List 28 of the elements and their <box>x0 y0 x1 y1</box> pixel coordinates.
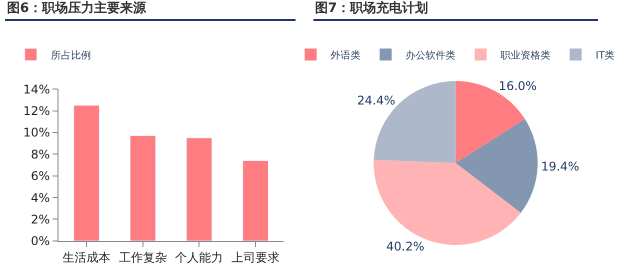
x-tick-label: 上司要求 <box>232 250 280 264</box>
legend-label: 办公软件类 <box>406 49 456 62</box>
x-tick-label: 工作复杂 <box>118 250 167 264</box>
y-tick-label: 8% <box>30 147 50 162</box>
data-label: 16.0% <box>498 78 537 93</box>
chart-title: 图7：职场充电计划 <box>315 0 428 16</box>
legend-label: IT类 <box>596 49 615 62</box>
data-label: 24.4% <box>357 93 396 108</box>
y-tick-label: 4% <box>30 190 50 205</box>
data-label: 19.4% <box>541 160 580 174</box>
y-tick-label: 0% <box>30 234 50 248</box>
legend-label: 所占比例 <box>50 49 91 62</box>
y-tick-label: 14% <box>23 82 50 96</box>
legend-label: 外语类 <box>330 49 361 62</box>
y-tick-label: 12% <box>23 104 50 118</box>
y-tick-label: 2% <box>30 212 50 226</box>
x-tick-label: 生活成本 <box>62 250 111 264</box>
bar <box>242 160 268 241</box>
x-tick-label: 个人能力 <box>175 250 224 264</box>
bar <box>130 136 156 241</box>
y-tick-label: 10% <box>23 126 50 140</box>
pie-slice <box>456 119 538 213</box>
data-label: 40.2% <box>386 239 424 254</box>
legend-label: 职业资格类 <box>500 49 551 62</box>
bar <box>186 138 212 241</box>
y-tick-label: 6% <box>30 169 50 184</box>
bar <box>74 105 100 241</box>
chart-title: 图6：职场压力主要来源 <box>7 0 148 16</box>
